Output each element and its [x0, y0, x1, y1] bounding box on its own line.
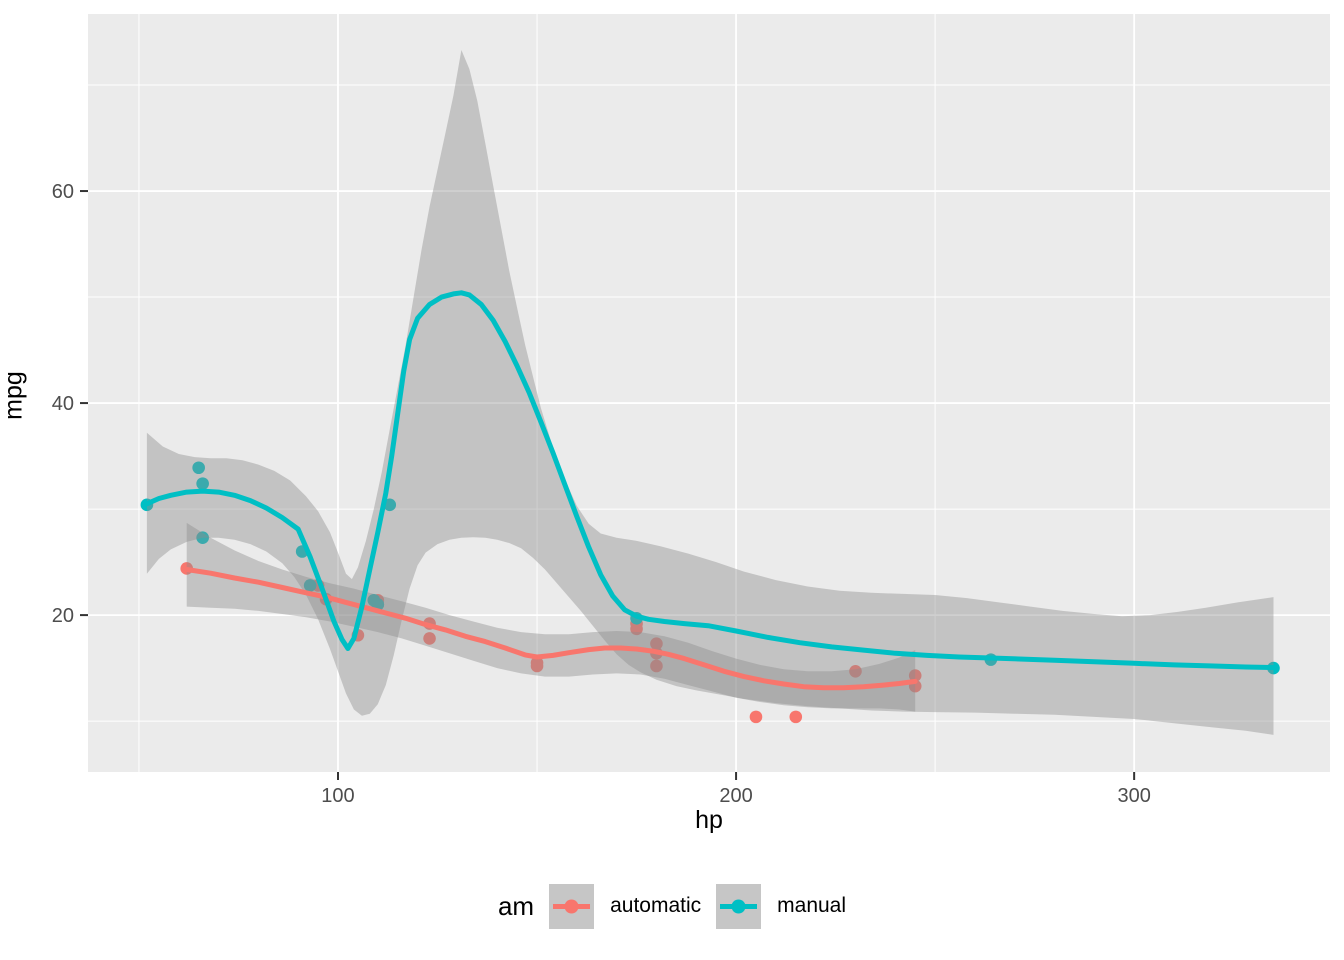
data-point-automatic [749, 710, 763, 724]
y-axis-title: mpg [0, 371, 28, 420]
data-point-manual [303, 579, 317, 592]
data-point-automatic [789, 710, 803, 724]
data-point-automatic [650, 637, 663, 651]
data-point-manual [192, 461, 205, 475]
legend-label-automatic: automatic [610, 894, 702, 917]
legend-key-automatic-icon [549, 883, 595, 929]
confidence-ribbon-manual [146, 50, 1274, 735]
y-tick-label: 60 [52, 181, 74, 203]
data-point-manual [196, 531, 209, 545]
y-tick-label: 40 [52, 393, 74, 415]
x-tick-label: 200 [719, 785, 752, 807]
legend-key-manual-icon [716, 883, 762, 929]
data-layer [140, 50, 1280, 735]
data-point-automatic [423, 632, 436, 645]
legend: am automatic manual [0, 880, 1344, 932]
data-point-automatic [849, 664, 862, 678]
legend-item-manual: manual [716, 883, 847, 929]
data-point-automatic [908, 669, 922, 682]
legend-title: am [497, 890, 535, 921]
data-point-automatic [650, 659, 663, 673]
panel-background [88, 14, 1330, 772]
x-axis-title: hp [695, 806, 723, 834]
data-point-manual [196, 477, 209, 490]
legend-item-automatic: automatic [549, 883, 702, 929]
x-tick-label: 300 [1117, 785, 1150, 807]
data-point-automatic [530, 659, 544, 673]
y-tick-label: 20 [52, 605, 74, 627]
legend-label-manual: manual [777, 894, 847, 917]
smooth-line-manual [144, 290, 1276, 671]
smooth-line-automatic [184, 567, 918, 691]
x-tick-label: 100 [321, 785, 354, 807]
confidence-ribbon-automatic [186, 522, 916, 712]
